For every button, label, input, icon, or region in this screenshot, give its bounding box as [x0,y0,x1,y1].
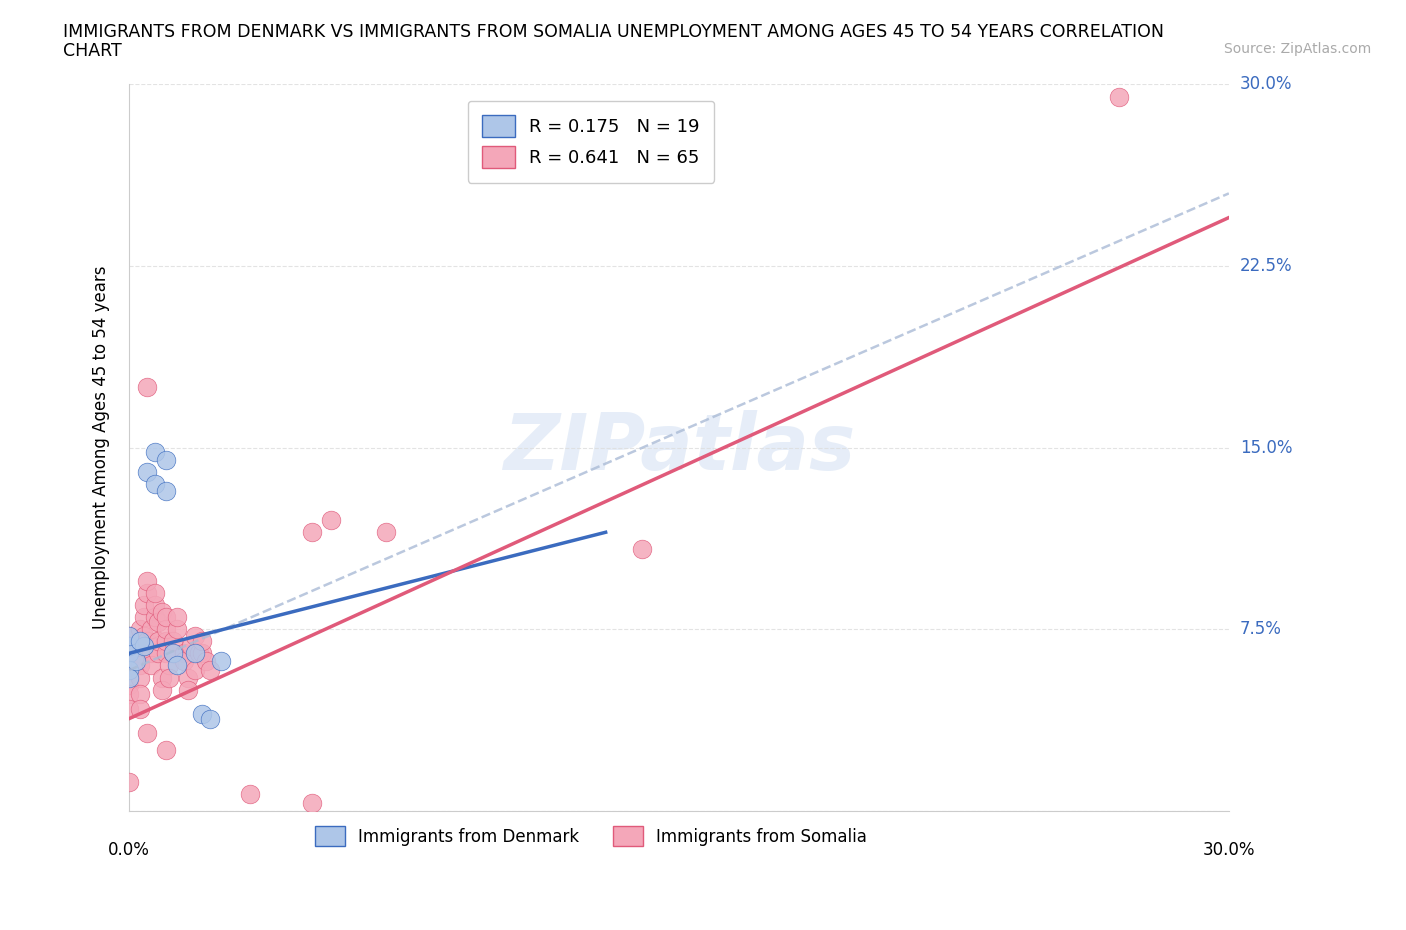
Point [155,452,177,467]
Point [162,645,184,660]
Point [150,604,173,619]
Point [184,645,207,660]
Point [184,663,207,678]
Point [301,796,323,811]
Point [173,653,195,668]
Point [118,663,141,678]
Point [177,671,200,685]
Point [129,645,152,660]
Point [143,445,166,459]
Point [157,658,180,672]
Point [209,653,232,668]
Point [166,658,188,672]
Point [129,671,152,685]
Text: 22.5%: 22.5% [1240,257,1292,275]
Text: ZIPatlas: ZIPatlas [503,409,855,485]
Point [180,639,202,654]
Point [118,671,141,685]
Point [184,629,207,644]
Point [118,629,141,644]
Text: 0.0%: 0.0% [108,842,150,859]
Point [374,525,396,539]
Point [136,464,159,479]
Point [143,476,166,491]
Point [129,621,152,636]
Point [136,585,159,600]
Point [198,663,221,678]
Point [136,633,159,648]
Point [143,585,166,600]
Text: 30.0%: 30.0% [1202,842,1256,859]
Point [155,633,177,648]
Point [125,653,148,668]
Point [118,653,141,668]
Point [129,687,152,702]
Point [118,663,141,678]
Point [173,645,195,660]
Point [132,597,155,612]
Point [631,542,654,557]
Point [239,786,262,801]
Point [118,639,141,654]
Point [121,658,143,672]
Y-axis label: Unemployment Among Ages 45 to 54 years: Unemployment Among Ages 45 to 54 years [93,266,110,630]
Point [129,633,152,648]
Text: IMMIGRANTS FROM DENMARK VS IMMIGRANTS FROM SOMALIA UNEMPLOYMENT AMONG AGES 45 TO: IMMIGRANTS FROM DENMARK VS IMMIGRANTS FR… [63,23,1164,41]
Point [136,725,159,740]
Text: 30.0%: 30.0% [1240,75,1292,93]
Point [150,683,173,698]
Point [121,645,143,660]
Point [132,629,155,644]
Point [118,774,141,789]
Point [143,609,166,624]
Point [139,645,162,660]
Point [301,525,323,539]
Point [150,671,173,685]
Point [162,633,184,648]
Point [162,645,184,660]
Point [148,615,170,630]
Point [148,645,170,660]
Point [198,711,221,726]
Point [155,743,177,758]
Point [157,671,180,685]
Point [195,653,218,668]
Legend: Immigrants from Denmark, Immigrants from Somalia: Immigrants from Denmark, Immigrants from… [308,819,873,853]
Point [155,621,177,636]
Point [143,597,166,612]
Point [155,484,177,498]
Point [129,701,152,716]
Text: CHART: CHART [63,42,122,60]
Point [139,621,162,636]
Point [166,609,188,624]
Text: 15.0%: 15.0% [1240,439,1292,457]
Point [132,609,155,624]
Point [155,609,177,624]
Point [136,573,159,588]
Point [118,639,141,654]
Point [148,633,170,648]
Point [177,683,200,698]
Point [155,645,177,660]
Point [136,379,159,394]
Text: 7.5%: 7.5% [1240,620,1282,638]
Point [118,687,141,702]
Point [118,629,141,644]
Point [1108,89,1130,104]
Point [319,512,342,527]
Point [132,639,155,654]
Point [129,658,152,672]
Point [166,621,188,636]
Point [191,707,214,722]
Text: Source: ZipAtlas.com: Source: ZipAtlas.com [1223,42,1371,56]
Point [187,645,209,660]
Point [191,645,214,660]
Point [118,677,141,692]
Point [139,658,162,672]
Point [118,645,141,660]
Point [191,633,214,648]
Point [118,701,141,716]
